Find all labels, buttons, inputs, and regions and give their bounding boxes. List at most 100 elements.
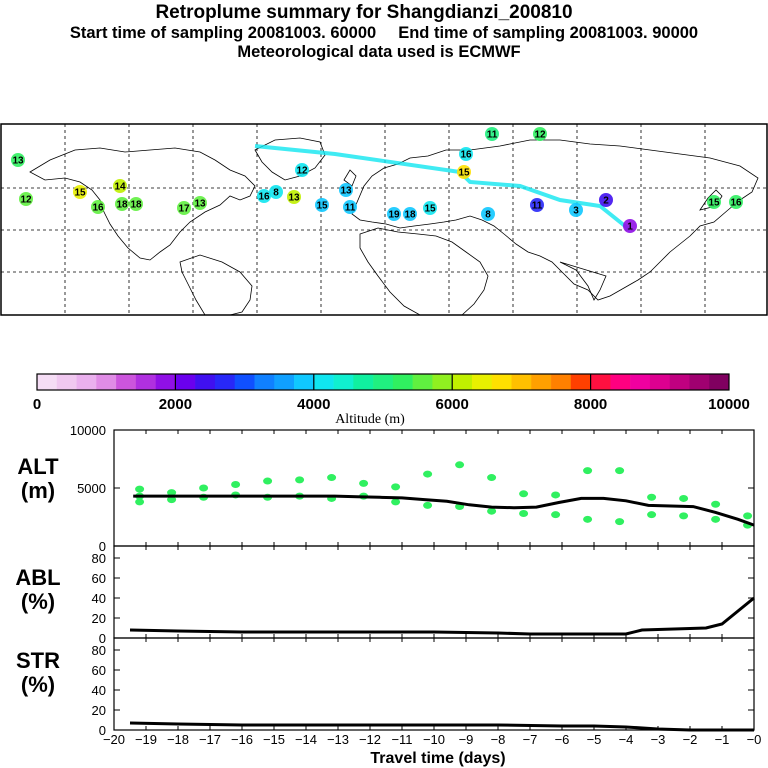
x-tick-label: −10 [423, 732, 445, 747]
colorbar-segment [313, 374, 334, 390]
south-america-coast [179, 254, 253, 316]
alt-point [199, 484, 209, 492]
map-cluster-label: 8 [485, 210, 491, 221]
colorbar-segment [570, 374, 591, 390]
alt-ytick-label: 5000 [77, 481, 106, 496]
map-cluster-13: 13 [287, 190, 301, 204]
colorbar-segment [709, 374, 730, 390]
map-cluster-marker [269, 185, 283, 199]
map-cluster-label: 15 [708, 198, 720, 209]
alt-point [455, 461, 465, 469]
abl-frame [113, 545, 755, 639]
str-ytick-label: 40 [92, 683, 106, 698]
str-ytick-label: 80 [92, 643, 106, 658]
alt-ytick-label: 0 [99, 539, 106, 554]
x-tick-label: −7 [523, 732, 538, 747]
alt-point [743, 512, 753, 520]
map-cluster-label: 12 [296, 166, 308, 177]
colorbar-frame [36, 373, 730, 391]
alt-point [135, 485, 145, 493]
map-cluster-label: 15 [458, 168, 470, 179]
alt-point [615, 518, 625, 526]
map-cluster-label: 16 [460, 150, 472, 161]
x-tick-label: −1 [715, 732, 730, 747]
met-data-label: Meteorological data used is ECMWF [237, 43, 521, 61]
colorbar-segment [392, 374, 413, 390]
alt-ytick-label: 10000 [70, 423, 106, 438]
colorbar-segment [373, 374, 394, 390]
greenland-coast [254, 137, 326, 181]
str-line [129, 721, 754, 732]
colorbar-segment [471, 374, 493, 390]
map-cluster-26: 3 [569, 203, 583, 217]
map-cluster-7: 14 [113, 179, 127, 193]
alt-line [133, 494, 755, 527]
alt-point [295, 476, 305, 484]
map-cluster-marker [481, 207, 495, 221]
alt-point [391, 498, 401, 506]
map-cluster-8: 17 [177, 201, 191, 215]
alt-point [647, 493, 657, 501]
end-time-label: End time of sampling 20081003. 90000 [398, 24, 699, 42]
x-tick-label: −12 [359, 732, 381, 747]
x-tick-label: −9 [459, 732, 474, 747]
str-frame [113, 637, 755, 731]
colorbar-segment [135, 374, 156, 390]
map-cluster-label: 11 [487, 130, 498, 141]
map-cluster-20: 16 [459, 147, 473, 161]
africa-coast [359, 227, 489, 316]
alt-point [679, 512, 689, 520]
colorbar-segment [432, 374, 453, 390]
map-cluster-label: 17 [178, 204, 190, 215]
alt-point [615, 467, 625, 475]
map-cluster-22: 12 [533, 127, 547, 141]
str-panel: 0 20 40 60 80 STR(%) [16, 637, 755, 738]
colorbar-segment [669, 374, 690, 390]
map-cluster-19: 15 [423, 201, 437, 215]
map-cluster-label: 15 [74, 188, 86, 199]
colorbar-segment [155, 374, 176, 390]
x-tick-label: −16 [231, 732, 253, 747]
x-axis-label: Travel time (days) [370, 750, 505, 767]
colorbar-tick-label: 4000 [297, 396, 330, 413]
alt-panel-label: (m) [21, 478, 55, 503]
colorbar-segment [294, 374, 315, 390]
map-cluster-label: 14 [114, 182, 126, 193]
map-cluster-marker [11, 153, 25, 167]
x-tick-label: −3 [651, 732, 666, 747]
colorbar-segment [630, 374, 651, 390]
alt-point [711, 515, 721, 523]
abl-panel: 0 20 40 60 80 ABL(%) [15, 545, 755, 646]
map-cluster-marker [257, 189, 271, 203]
map-cluster-label: 16 [92, 203, 104, 214]
str-ytick-label: 0 [99, 723, 106, 738]
alt-point [519, 490, 529, 498]
x-tick-label: −20 [103, 732, 125, 747]
altitude-colorbar: 0 2000 4000 6000 8000 10000 [33, 373, 750, 413]
str-ytick-label: 60 [92, 663, 106, 678]
map-cluster-25: 11 [530, 198, 544, 212]
map-cluster-11: 8 [269, 185, 283, 199]
alt-point [551, 511, 561, 519]
colorbar-tick-label: 8000 [574, 396, 607, 413]
map-frame [0, 123, 768, 316]
colorbar-segment [195, 374, 216, 390]
map-cluster-marker [315, 198, 329, 212]
alt-frame [113, 429, 755, 547]
colorbar-tick-label: 2000 [159, 396, 192, 413]
map-cluster-marker [343, 200, 357, 214]
alt-point [359, 479, 369, 487]
map-cluster-marker [193, 196, 207, 210]
map-cluster-marker [73, 185, 87, 199]
x-tick-label: −17 [199, 732, 221, 747]
x-tick-label: −14 [295, 732, 317, 747]
alt-point [583, 467, 593, 475]
alt-point [135, 498, 145, 506]
map-cluster-marker [459, 147, 473, 161]
x-tick-label: −0 [747, 732, 762, 747]
map-cluster-15: 15 [315, 198, 329, 212]
colorbar-segment [96, 374, 117, 390]
abl-ytick-label: 40 [92, 591, 106, 606]
alt-point [551, 491, 561, 499]
